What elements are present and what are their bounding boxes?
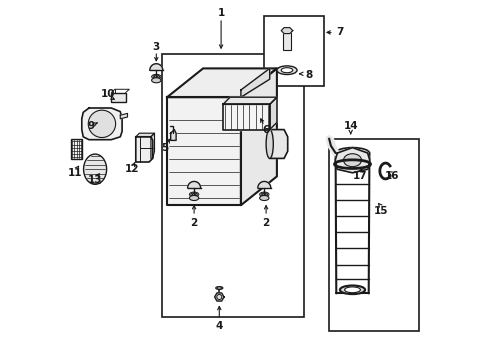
Polygon shape — [167, 68, 276, 97]
Polygon shape — [136, 137, 152, 162]
Text: 7: 7 — [336, 27, 343, 37]
Polygon shape — [269, 97, 276, 130]
Text: 4: 4 — [215, 321, 223, 331]
Text: 5: 5 — [162, 143, 168, 153]
Text: 9: 9 — [88, 121, 95, 131]
Ellipse shape — [265, 130, 273, 158]
Polygon shape — [167, 97, 241, 205]
Text: 14: 14 — [343, 121, 357, 131]
Ellipse shape — [344, 287, 360, 293]
Text: 12: 12 — [124, 164, 139, 174]
Polygon shape — [120, 113, 127, 119]
Text: 10: 10 — [100, 89, 115, 99]
Polygon shape — [223, 104, 269, 130]
Ellipse shape — [151, 78, 161, 83]
Ellipse shape — [215, 287, 223, 289]
Text: 16: 16 — [384, 171, 399, 181]
Polygon shape — [281, 28, 292, 33]
Bar — [111, 93, 125, 102]
Text: 13: 13 — [88, 175, 102, 185]
Ellipse shape — [259, 195, 268, 201]
Polygon shape — [223, 97, 276, 104]
Bar — [283, 31, 290, 50]
Ellipse shape — [335, 148, 368, 158]
Polygon shape — [187, 181, 200, 188]
Bar — [328, 139, 418, 331]
Bar — [71, 139, 82, 159]
Text: 17: 17 — [352, 171, 366, 181]
Text: 2: 2 — [262, 218, 269, 228]
Polygon shape — [151, 133, 154, 158]
Ellipse shape — [88, 110, 115, 138]
Ellipse shape — [189, 195, 199, 201]
Polygon shape — [241, 68, 276, 205]
Polygon shape — [136, 133, 154, 137]
Text: 1: 1 — [217, 8, 224, 18]
Ellipse shape — [83, 154, 106, 184]
Polygon shape — [214, 293, 224, 301]
Bar — [162, 54, 303, 317]
Polygon shape — [257, 181, 270, 188]
Text: 2: 2 — [190, 218, 197, 228]
Ellipse shape — [339, 285, 365, 294]
Bar — [264, 16, 323, 86]
Polygon shape — [170, 130, 176, 140]
Polygon shape — [149, 64, 163, 70]
Text: 3: 3 — [152, 42, 160, 52]
Polygon shape — [81, 108, 122, 140]
Ellipse shape — [343, 154, 361, 167]
Text: 15: 15 — [373, 206, 388, 216]
Ellipse shape — [281, 68, 292, 73]
Text: 8: 8 — [305, 69, 312, 80]
Ellipse shape — [276, 66, 296, 75]
Polygon shape — [269, 130, 287, 158]
Polygon shape — [335, 148, 369, 173]
Text: 6: 6 — [262, 125, 269, 135]
Text: 11: 11 — [67, 168, 81, 178]
Polygon shape — [241, 68, 269, 97]
